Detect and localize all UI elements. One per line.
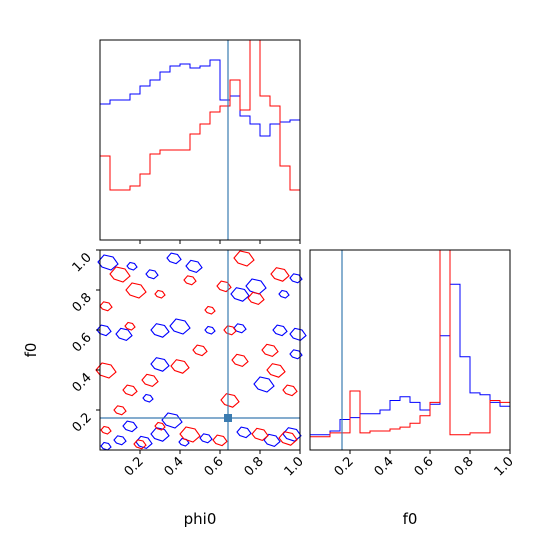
blue-contour-fragment (150, 357, 170, 372)
red-contour-fragment (212, 434, 228, 447)
blue-contour-fragment (135, 435, 153, 450)
x-tick-label: 0.8 (452, 454, 477, 479)
x-tick-label: 0.2 (332, 454, 357, 479)
x-tick-label: 1.0 (282, 454, 307, 479)
blue-contour-fragment (115, 327, 133, 342)
red-contour-fragment (125, 282, 147, 299)
blue-contour-fragment (282, 427, 302, 442)
red-contour-fragment (261, 343, 279, 358)
x-tick-label: 0.4 (162, 454, 187, 479)
blue-contour-fragment (185, 259, 203, 274)
x-tick-label: 0.8 (242, 454, 267, 479)
red-contour-fragment (266, 363, 286, 378)
y-tick-label: 0.6 (70, 330, 95, 355)
f0-histogram-frame (309, 249, 511, 451)
red-contour-fragment (247, 291, 265, 306)
red-contour-fragment (278, 431, 298, 446)
red-contour-fragment (109, 266, 131, 283)
red-contour-fragment (233, 250, 255, 267)
x-axis-label-phi0: phi0 (184, 510, 217, 528)
x-axis-label-f0: f0 (403, 510, 418, 528)
red-contour-fragment (154, 289, 166, 299)
red-contour-fragment (192, 344, 208, 357)
y-tick-label: 0.8 (70, 290, 95, 315)
red-contour-fragment (251, 427, 269, 442)
y-tick-label: 0.2 (70, 410, 95, 435)
red-histogram-series (310, 249, 510, 438)
red-contour-fragment (204, 305, 216, 315)
blue-contour-fragment (150, 323, 170, 338)
blue-contour-fragment (169, 318, 191, 335)
blue-contour-fragment (278, 289, 290, 299)
red-contour-fragment (100, 425, 112, 435)
red-contour-fragment (216, 280, 232, 293)
red-contour-fragment (124, 321, 136, 331)
y-tick-label: 0.4 (70, 370, 95, 395)
blue-contour-fragment (142, 393, 154, 403)
x-tick-label: 0.6 (412, 454, 437, 479)
blue-contour-fragment (97, 254, 119, 271)
truth-marker (224, 414, 232, 422)
phi0-histogram-panel (99, 39, 301, 244)
x-tick-label: 0.4 (372, 454, 397, 479)
blue-contour-fragment (100, 441, 112, 451)
y-axis-label-f0: f0 (22, 343, 40, 358)
blue-contour-fragment (236, 426, 252, 439)
red-contour-fragment (122, 384, 138, 397)
blue-contour-fragment (161, 412, 183, 429)
x-tick-label: 0.2 (122, 454, 147, 479)
blue-contour-fragment (178, 437, 190, 447)
blue-contour-fragment (289, 327, 307, 342)
red-contour-fragment (170, 359, 190, 374)
red-contour-fragment (99, 301, 113, 312)
red-contour-fragment (270, 267, 290, 282)
blue-contour-fragment (122, 420, 138, 433)
blue-contour-fragment (272, 324, 288, 337)
blue-contour-fragment (204, 325, 216, 335)
red-contour-fragment (154, 421, 166, 431)
blue-contour-fragment (199, 433, 213, 444)
x-tick-label: 0.6 (202, 454, 227, 479)
blue-contour-fragment (113, 435, 127, 446)
red-contour-fragment (282, 384, 298, 397)
x-tick-label: 1.0 (492, 454, 517, 479)
red-contour-fragment (133, 439, 147, 450)
red-histogram-series (100, 39, 300, 191)
blue-contour-fragment (245, 278, 267, 295)
red-contour-fragment (141, 373, 159, 388)
phi0-histogram-frame (99, 39, 301, 241)
red-contour-fragment (183, 275, 197, 286)
blue-contour-fragment (126, 261, 138, 271)
y-tick-label: 1.0 (70, 250, 95, 275)
blue-contour-fragment (166, 252, 182, 265)
f0-histogram-panel: 0.2 0.4 0.6 0.8 1.0 (309, 249, 517, 479)
red-contour-fragment (113, 405, 127, 416)
red-contour-fragment (231, 353, 249, 368)
blue-contour-fragment (263, 433, 281, 448)
contour-frame (99, 249, 301, 451)
blue-histogram-series (310, 283, 510, 436)
blue-contour-fragment (289, 349, 303, 360)
red-contour-fragment (179, 426, 201, 443)
blue-histogram-series (100, 59, 300, 137)
blue-contour-fragment (230, 287, 250, 302)
blue-contour-fragment (289, 273, 303, 284)
blue-contour-fragment (253, 376, 275, 393)
phi0-f0-contour-panel: 0.2 0.4 0.6 0.8 1.0 0.2 0.4 0.6 0.8 1.0 (70, 249, 307, 479)
blue-contour-fragment (145, 269, 159, 280)
red-contour-fragment (220, 393, 240, 408)
